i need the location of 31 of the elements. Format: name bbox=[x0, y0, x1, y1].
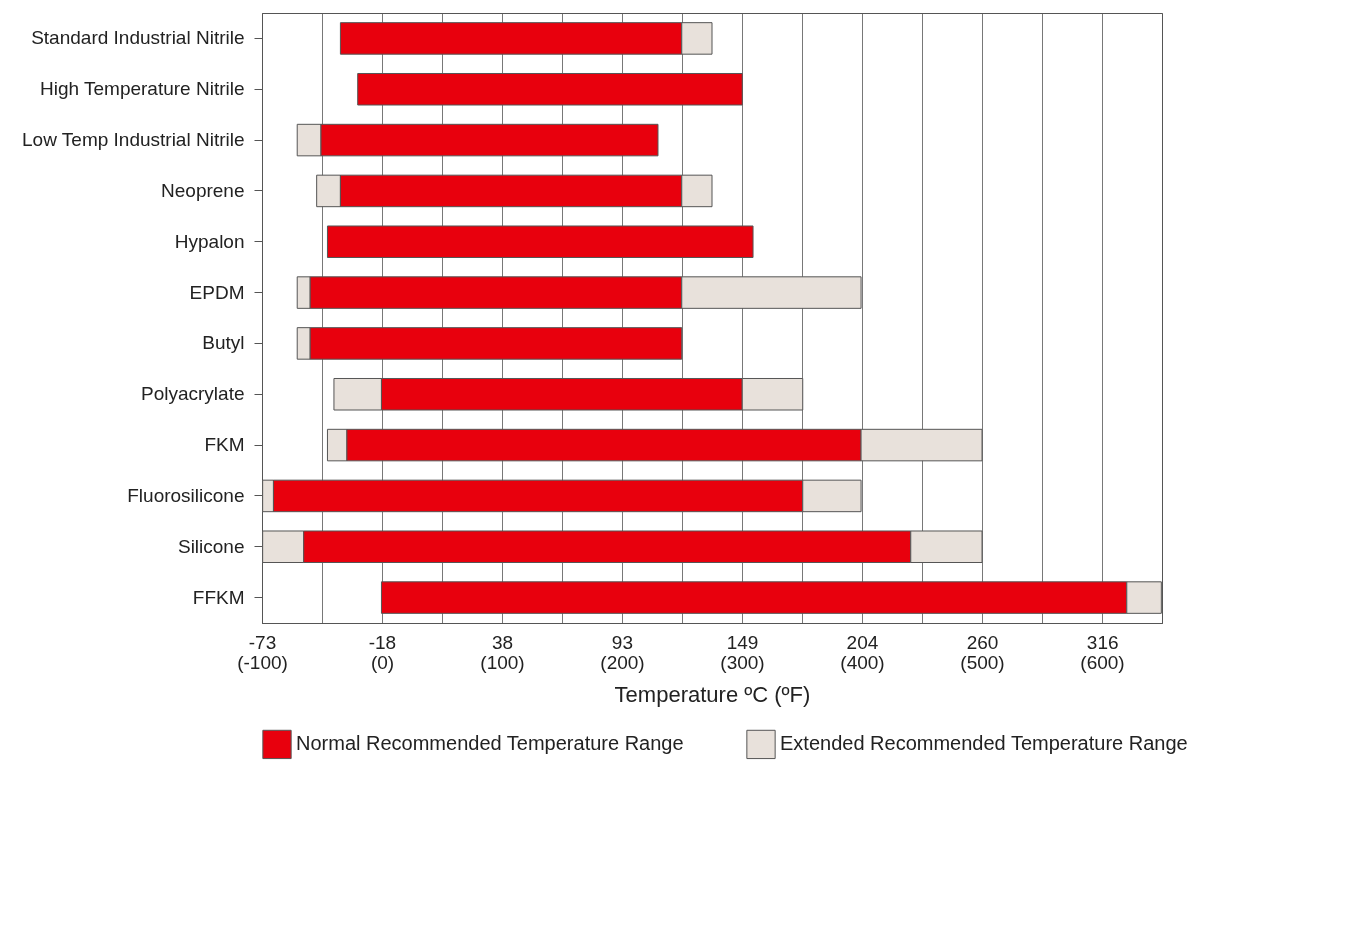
x2-tick-label: (200) bbox=[600, 651, 645, 673]
x-tick-label: -18 bbox=[368, 631, 397, 653]
y-tick-label: Hypalon bbox=[174, 230, 245, 252]
x2-tick-label: (300) bbox=[720, 651, 765, 673]
x2-tick-label: (600) bbox=[1080, 651, 1125, 673]
y-tick-label: High Temperature Nitrile bbox=[39, 78, 245, 100]
x-tick-label: 149 bbox=[726, 631, 759, 653]
x-axis-title: Temperature ºC (ºF) bbox=[614, 681, 811, 707]
x-tick-label: 38 bbox=[491, 631, 514, 653]
x-tick-label: 316 bbox=[1086, 631, 1119, 653]
y-tick-label: EPDM bbox=[189, 281, 245, 303]
y-tick-label: Standard Industrial Nitrile bbox=[31, 27, 245, 49]
legend-label: Extended Recommended Temperature Range bbox=[780, 732, 1188, 755]
x2-tick-label: (100) bbox=[480, 651, 525, 673]
legend-label: Normal Recommended Temperature Range bbox=[296, 732, 684, 755]
x2-tick-label: (400) bbox=[840, 651, 885, 673]
x2-tick-label: (500) bbox=[960, 651, 1005, 673]
y-tick-label: FKM bbox=[204, 434, 245, 456]
x2-tick-label: (-100) bbox=[237, 651, 288, 673]
x2-tick-label: (0) bbox=[370, 651, 395, 673]
x-tick-label: -73 bbox=[248, 631, 277, 653]
y-tick-label: FFKM bbox=[192, 586, 245, 608]
y-tick-label: Butyl bbox=[202, 332, 245, 354]
y-tick-label: Fluorosilicone bbox=[127, 484, 245, 506]
y-tick-label: Polyacrylate bbox=[141, 383, 245, 405]
x-tick-label: 260 bbox=[966, 631, 999, 653]
x-tick-label: 204 bbox=[846, 631, 879, 653]
y-tick-label: Neoprene bbox=[161, 179, 245, 201]
y-tick-label: Low Temp Industrial Nitrile bbox=[22, 129, 245, 151]
y-tick-label: Silicone bbox=[177, 535, 245, 557]
x-tick-label: 93 bbox=[611, 631, 633, 653]
